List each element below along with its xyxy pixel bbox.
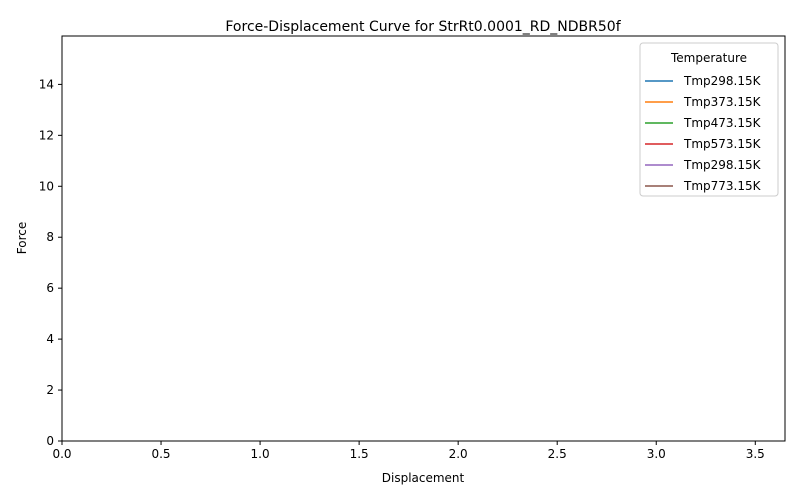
x-tick-label: 0.0 [52, 447, 71, 461]
chart-title: Force-Displacement Curve for StrRt0.0001… [225, 19, 621, 35]
legend-item[interactable]: Tmp473.15K [645, 116, 762, 130]
y-tick-label: 6 [46, 281, 54, 295]
legend-label: Tmp298.15K [683, 74, 762, 88]
y-tick-label: 12 [39, 128, 54, 142]
x-tick-label: 2.5 [548, 447, 567, 461]
legend-label: Tmp773.15K [683, 179, 762, 193]
y-axis: 0 2 4 6 8 10 12 14 [39, 77, 62, 448]
legend-label: Tmp573.15K [683, 137, 762, 151]
plot-area [61, 35, 786, 442]
y-tick-label: 2 [46, 383, 54, 397]
x-axis-label: Displacement [382, 471, 465, 485]
legend[interactable]: Temperature Tmp298.15K Tmp373.15K Tmp473.1… [639, 42, 779, 197]
legend-label: Tmp373.15K [683, 95, 762, 109]
legend-title: Temperature [670, 51, 747, 65]
legend-item[interactable]: Tmp298.15K [645, 74, 762, 88]
y-tick-label: 10 [39, 179, 54, 193]
plot-frame [61, 35, 786, 442]
x-axis: 0.0 0.5 1.0 1.5 2.0 2.5 3.0 3.5 [52, 441, 765, 461]
x-tick-label: 3.5 [746, 447, 765, 461]
legend-label: Tmp298.15K [683, 158, 762, 172]
y-tick-label: 4 [46, 332, 54, 346]
y-tick-label: 0 [46, 434, 54, 448]
y-tick-label: 14 [39, 77, 54, 91]
legend-item[interactable]: Tmp573.15K [645, 137, 762, 151]
y-tick-label: 8 [46, 230, 54, 244]
x-tick-label: 0.5 [151, 447, 170, 461]
legend-items: Tmp298.15K Tmp373.15K Tmp473.15K Tmp573.15K… [645, 74, 762, 193]
legend-label: Tmp473.15K [683, 116, 762, 130]
legend-item[interactable]: Tmp373.15K [645, 95, 762, 109]
x-tick-label: 1.5 [350, 447, 369, 461]
y-axis-label: Force [15, 222, 29, 254]
legend-item[interactable]: Tmp773.15K [645, 179, 762, 193]
x-tick-label: 1.0 [251, 447, 270, 461]
x-tick-label: 3.0 [647, 447, 666, 461]
x-tick-label: 2.0 [449, 447, 468, 461]
legend-item[interactable]: Tmp298.15K [645, 158, 762, 172]
legend-box [639, 42, 779, 197]
